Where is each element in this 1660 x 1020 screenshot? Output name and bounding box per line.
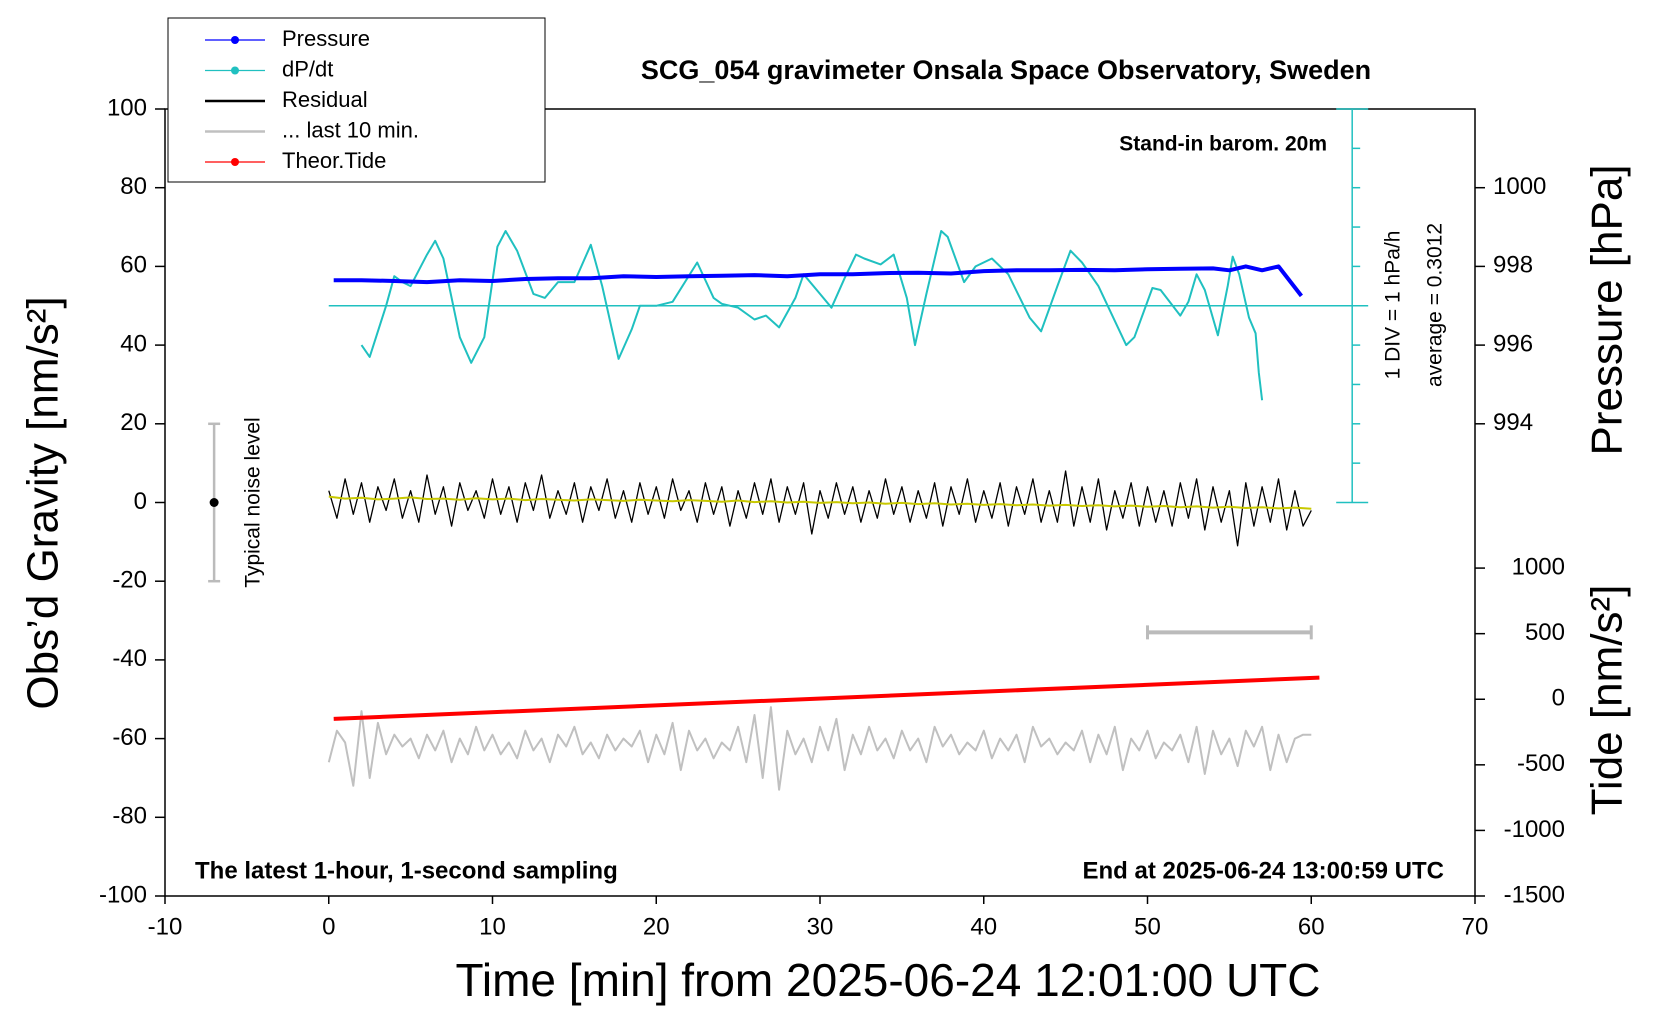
y3-tick-label: -1000: [1504, 816, 1565, 843]
y-tick-label: 60: [120, 252, 147, 279]
y2-tick-label: 996: [1493, 330, 1533, 357]
y-tick-label: 40: [120, 330, 147, 357]
annotation: 1 DIV = 1 hPa/h: [1382, 231, 1405, 380]
x-tick-label: 10: [479, 913, 506, 940]
chart-title: SCG_054 gravimeter Onsala Space Observat…: [641, 55, 1371, 85]
legend-label: Pressure: [282, 26, 370, 51]
x-tick-label: 30: [807, 913, 834, 940]
series-line: [360, 230, 1264, 401]
y3-tick-label: 500: [1525, 619, 1565, 646]
series-line: [333, 675, 1320, 721]
y-tick-label: 80: [120, 173, 147, 200]
y2-tick-label: 1000: [1493, 173, 1546, 200]
legend-label: Theor.Tide: [282, 148, 386, 173]
y-tick-label: -80: [112, 803, 147, 830]
series-line: [328, 470, 1312, 547]
legend-marker: [231, 66, 239, 75]
y3-tick-label: -500: [1517, 750, 1565, 777]
series-line: [328, 495, 1312, 510]
y2-tick-label: 994: [1493, 409, 1533, 436]
y3-tick-label: 1000: [1512, 553, 1565, 580]
legend-marker: [231, 36, 239, 44]
x-tick-label: 60: [1298, 913, 1325, 940]
y-axis-label: Obs’d Gravity [nm/s²]: [19, 296, 68, 709]
y-tick-label: 100: [107, 94, 147, 121]
y-tick-label: 0: [134, 488, 147, 515]
x-axis-label: Time [min] from 2025-06-24 12:01:00 UTC: [456, 954, 1321, 1006]
annotation: The latest 1-hour, 1-second sampling: [195, 857, 618, 884]
annotation: average = 0.3012: [1424, 223, 1447, 387]
y-tick-label: -100: [99, 881, 147, 908]
y3-tick-label: 0: [1552, 685, 1565, 712]
annotation: End at 2025-06-24 13:00:59 UTC: [1083, 857, 1445, 884]
x-tick-label: -10: [148, 913, 183, 940]
y3-tick-label: -1500: [1504, 881, 1565, 908]
x-tick-label: 70: [1462, 913, 1489, 940]
series-line: [333, 264, 1303, 298]
y-tick-label: 20: [120, 409, 147, 436]
y-tick-label: -20: [112, 567, 147, 594]
y2-axis-label: Pressure [hPa]: [1583, 164, 1632, 455]
legend-label: dP/dt: [282, 56, 333, 81]
annotation: Stand-in barom. 20m: [1119, 133, 1327, 156]
noise-label: Typical noise level: [242, 417, 265, 587]
y2-tick-label: 998: [1493, 252, 1533, 279]
legend-label: Residual: [282, 87, 368, 112]
x-tick-label: 40: [970, 913, 997, 940]
y-tick-label: -40: [112, 645, 147, 672]
legend-marker: [231, 158, 239, 166]
legend-label: ... last 10 min.: [282, 117, 419, 142]
legend: Pressure dP/dt Residual ... last 10 min. The…: [167, 17, 546, 183]
x-tick-label: 50: [1134, 913, 1161, 940]
y-tick-label: -60: [112, 724, 147, 751]
y3-axis-label: Tide [nm/s²]: [1583, 585, 1632, 816]
series-line: [327, 706, 1312, 791]
x-tick-label: 0: [322, 913, 335, 940]
x-tick-label: 20: [643, 913, 670, 940]
noise-center: [209, 498, 219, 507]
